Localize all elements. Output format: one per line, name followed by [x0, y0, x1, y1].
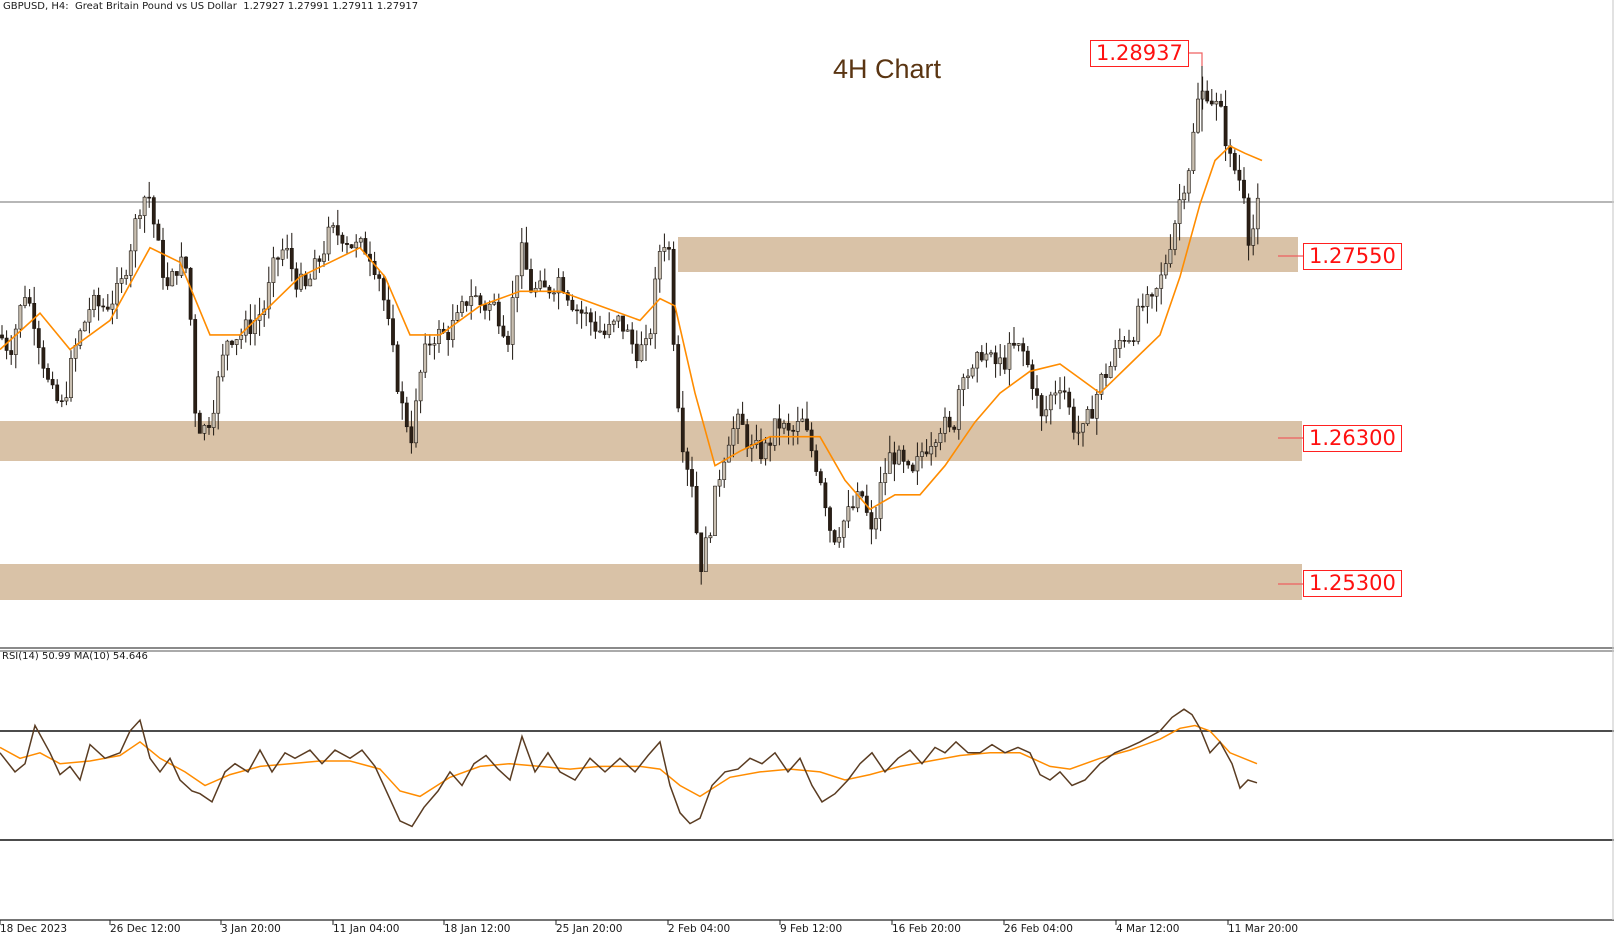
resistance-zone-127550	[678, 237, 1298, 272]
support-zone-126300	[0, 421, 1302, 461]
x-axis-label: 11 Jan 04:00	[333, 923, 400, 935]
x-axis-label: 4 Mar 12:00	[1116, 923, 1180, 935]
x-axis-label: 18 Jan 12:00	[444, 923, 511, 935]
x-axis-label: 16 Feb 20:00	[892, 923, 961, 935]
rsi-line	[0, 708, 1258, 828]
x-axis-label: 26 Feb 04:00	[1004, 923, 1073, 935]
moving-average-line	[0, 145, 1263, 511]
zone-label-126300[interactable]: 1.26300	[1303, 425, 1402, 452]
rsi-indicator-label: RSI(14) 50.99 MA(10) 54.646	[2, 651, 148, 662]
x-axis-ticks	[0, 920, 1229, 925]
x-axis-label: 9 Feb 12:00	[780, 923, 843, 935]
zone-label-125300[interactable]: 1.25300	[1303, 570, 1402, 597]
symbol-info-header: GBPUSD, H4: Great Britain Pound vs US Do…	[3, 1, 419, 12]
rsi-ma-line	[0, 724, 1258, 798]
x-axis-label: 11 Mar 20:00	[1228, 923, 1299, 935]
chart-title-annotation: 4H Chart	[833, 54, 942, 84]
zone-label-127550[interactable]: 1.27550	[1303, 243, 1402, 270]
candlestick-series	[0, 53, 1260, 585]
x-axis-label: 25 Jan 20:00	[556, 923, 623, 935]
x-axis-label: 18 Dec 2023	[0, 923, 68, 935]
support-zone-125300	[0, 564, 1302, 600]
x-axis-label: 26 Dec 12:00	[110, 923, 181, 935]
x-axis-label: 3 Jan 20:00	[221, 923, 281, 935]
x-axis-label: 2 Feb 04:00	[668, 923, 731, 935]
high-price-label[interactable]: 1.28937	[1090, 40, 1189, 67]
